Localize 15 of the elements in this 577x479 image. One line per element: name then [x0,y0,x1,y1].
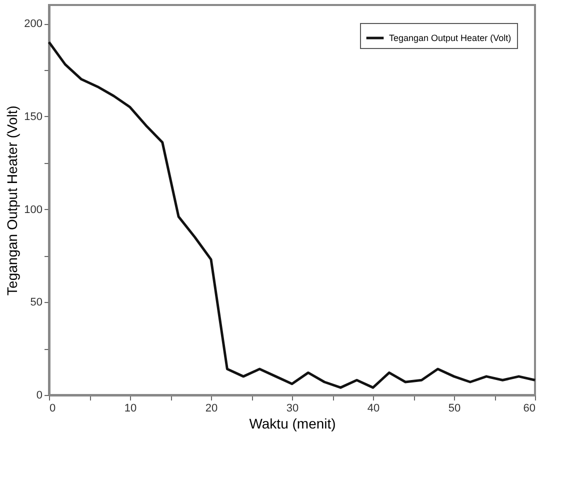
x-tick-label: 10 [124,402,137,414]
x-tick-label: 40 [367,402,380,414]
x-axis-title: Waktu (menit) [249,416,336,432]
x-tick-label: 50 [448,402,461,414]
y-tick-label: 0 [36,390,42,402]
x-tick-label: 20 [205,402,218,414]
x-tick-label: 60 [523,402,536,414]
x-tick-label: 0 [50,402,56,414]
y-tick-label: 100 [24,204,42,216]
y-tick-label: 200 [24,18,42,30]
y-axis-title: Tegangan Output Heater (Volt) [4,106,20,296]
x-tick-label: 30 [286,402,299,414]
y-tick-label: 150 [24,110,42,123]
y-tick-label: 50 [30,296,42,309]
legend-label: Tegangan Output Heater (Volt) [389,33,512,43]
